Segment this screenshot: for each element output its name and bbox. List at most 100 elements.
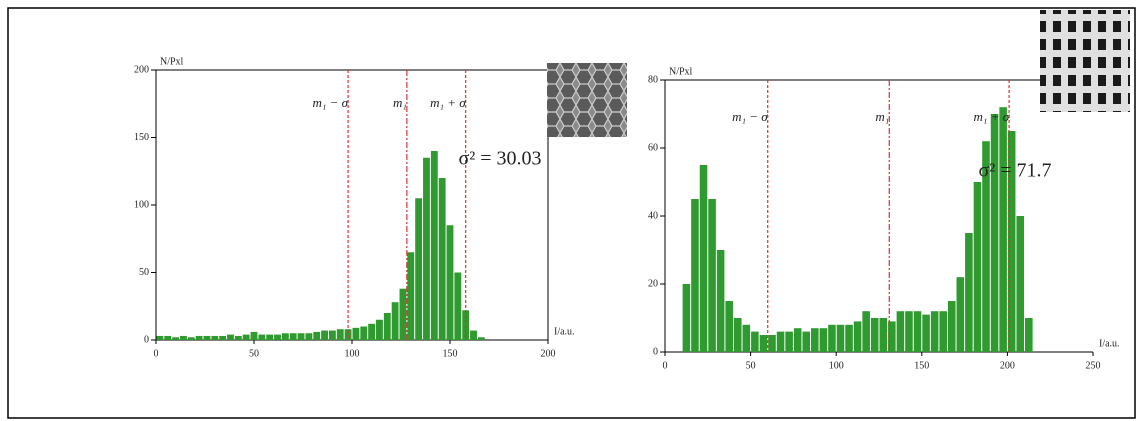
x-tick-label: 100 (829, 360, 844, 371)
bar (905, 311, 913, 352)
thumbnail (1040, 10, 1130, 112)
x-tick-label: 200 (541, 348, 556, 359)
bar (793, 328, 802, 352)
bar (836, 324, 845, 352)
annotation-label: m₁ + σ (430, 95, 466, 110)
y-tick-label: 0 (144, 334, 149, 345)
annotation-label: m₁ (875, 109, 889, 124)
bar (708, 199, 716, 352)
bar (383, 313, 391, 340)
bar (211, 335, 219, 340)
bar (360, 326, 368, 340)
y-tick-label: 80 (648, 74, 658, 85)
y-tick-label: 200 (134, 64, 149, 75)
bar (336, 329, 344, 340)
x-tick-label: 250 (1086, 360, 1101, 371)
bar (266, 334, 274, 340)
bar (156, 335, 164, 340)
bar (1007, 131, 1016, 352)
x-tick-label: 200 (1000, 360, 1015, 371)
y-tick-label: 100 (134, 199, 149, 210)
inset-label: σ² = 30.03 (458, 148, 541, 170)
bar (289, 333, 297, 340)
bar (352, 327, 360, 340)
inset-label: σ² = 71.7 (978, 160, 1051, 182)
y-tick-label: 0 (653, 346, 658, 357)
bar (982, 141, 990, 352)
x-tick-label: 0 (663, 360, 668, 371)
bar (328, 330, 336, 340)
bar (922, 314, 930, 352)
bar (242, 334, 250, 340)
x-axis-label: I/a.u. (554, 326, 575, 337)
bar (305, 333, 313, 340)
bar (956, 277, 965, 352)
bar (313, 331, 321, 340)
bar (415, 198, 423, 340)
bar (423, 157, 430, 340)
thumbnail (547, 63, 627, 137)
y-tick-label: 60 (648, 142, 658, 153)
x-tick-label: 150 (914, 360, 929, 371)
bar (682, 284, 691, 352)
bar (399, 288, 407, 340)
bar (990, 114, 999, 352)
x-tick-label: 0 (154, 348, 159, 359)
bar (819, 328, 828, 352)
annotation-label: m₁ (393, 95, 407, 110)
bar (879, 318, 888, 352)
bar (973, 182, 982, 352)
bar (234, 335, 242, 340)
bar (297, 333, 305, 340)
bar (802, 331, 811, 352)
x-axis-label: I/a.u. (1099, 338, 1120, 349)
y-tick-label: 20 (648, 278, 658, 289)
bar (391, 302, 399, 340)
bar (203, 335, 211, 340)
bar (913, 311, 922, 352)
x-tick-label: 50 (249, 348, 259, 359)
bar (470, 330, 477, 340)
bar (180, 335, 187, 340)
bar (446, 225, 454, 340)
y-tick-label: 50 (139, 267, 149, 278)
bar (716, 250, 725, 352)
bar (725, 301, 733, 352)
bar (172, 337, 180, 340)
bar (430, 151, 438, 340)
bar (811, 328, 819, 352)
bar (896, 311, 905, 352)
bar (344, 329, 352, 340)
bar (759, 335, 768, 352)
bar (862, 311, 870, 352)
bar (187, 337, 195, 340)
bar (870, 318, 879, 352)
bar (407, 252, 415, 340)
bar (930, 311, 939, 352)
bar (227, 334, 234, 340)
bar (733, 318, 742, 352)
bar (454, 272, 462, 340)
bar (164, 335, 172, 340)
bar (939, 311, 947, 352)
bar (888, 321, 896, 352)
annotation-label: m₁ − σ (732, 109, 768, 124)
annotation-label: m₁ − σ (312, 95, 348, 110)
y-axis-label: N/Pxl (160, 56, 184, 67)
bar (376, 319, 383, 340)
annotation-label: m₁ + σ (974, 109, 1010, 124)
bar (742, 324, 751, 352)
x-tick-label: 100 (345, 348, 360, 359)
bar (477, 337, 485, 340)
bar (853, 321, 862, 352)
bar (776, 331, 785, 352)
bar (845, 324, 853, 352)
bar (281, 333, 289, 340)
x-tick-label: 150 (443, 348, 458, 359)
bar (947, 301, 956, 352)
bar (965, 233, 973, 352)
bar (828, 324, 836, 352)
bar (274, 334, 281, 340)
bar (768, 335, 776, 352)
bar (258, 334, 266, 340)
